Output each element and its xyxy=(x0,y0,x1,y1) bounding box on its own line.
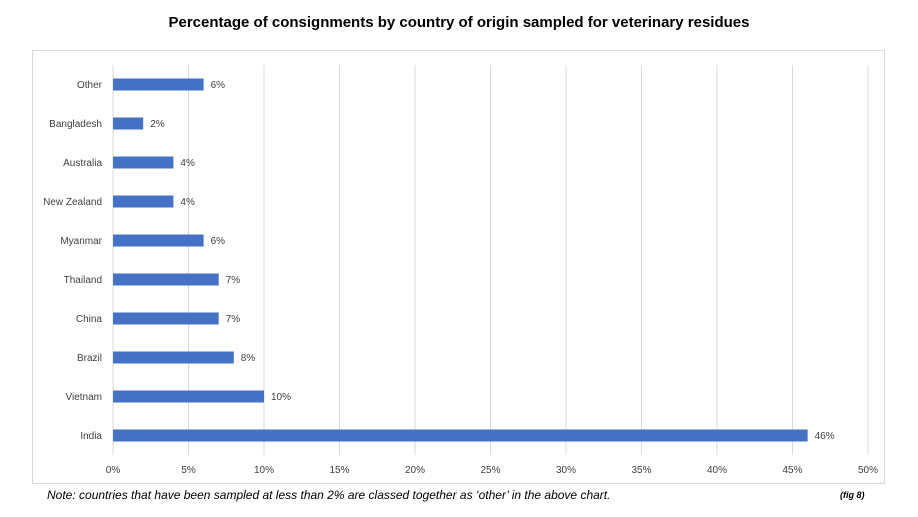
chart-title: Percentage of consignments by country of… xyxy=(168,14,750,31)
category-label: Myanmar xyxy=(60,236,102,247)
category-label: Vietnam xyxy=(65,392,102,403)
bar xyxy=(113,234,204,247)
category-label: New Zealand xyxy=(43,197,102,208)
bar xyxy=(113,195,174,208)
category-label: India xyxy=(80,431,102,442)
data-label: 8% xyxy=(241,353,256,364)
x-tick-label: 45% xyxy=(782,465,802,476)
category-label: Thailand xyxy=(64,275,102,286)
x-tick-label: 5% xyxy=(181,465,196,476)
data-label: 2% xyxy=(150,119,165,130)
category-label: Australia xyxy=(63,158,102,169)
x-tick-label: 25% xyxy=(480,465,500,476)
chart-frame xyxy=(32,50,885,484)
data-label: 10% xyxy=(271,392,291,403)
data-label: 46% xyxy=(815,431,835,442)
bar xyxy=(113,117,144,130)
bar xyxy=(113,273,219,286)
bar xyxy=(113,156,174,169)
data-label: 7% xyxy=(226,275,241,286)
data-label: 4% xyxy=(180,158,195,169)
category-label: China xyxy=(76,314,103,325)
data-label: 4% xyxy=(180,197,195,208)
x-tick-label: 35% xyxy=(631,465,651,476)
data-label: 6% xyxy=(211,80,226,91)
data-label: 6% xyxy=(211,236,226,247)
x-tick-label: 0% xyxy=(106,465,121,476)
bar xyxy=(113,351,234,364)
footnote: Note: countries that have been sampled a… xyxy=(47,488,611,502)
category-label: Brazil xyxy=(77,353,102,364)
bar xyxy=(113,429,808,442)
x-tick-label: 10% xyxy=(254,465,274,476)
category-label: Bangladesh xyxy=(49,119,102,130)
x-tick-label: 40% xyxy=(707,465,727,476)
figure-label: (fig 8) xyxy=(840,490,865,500)
x-tick-label: 20% xyxy=(405,465,425,476)
bar xyxy=(113,312,219,325)
bar xyxy=(113,390,264,403)
x-tick-label: 15% xyxy=(329,465,349,476)
x-tick-label: 30% xyxy=(556,465,576,476)
x-tick-label: 50% xyxy=(858,465,878,476)
category-label: Other xyxy=(77,80,103,91)
bar xyxy=(113,78,204,91)
data-label: 7% xyxy=(226,314,241,325)
